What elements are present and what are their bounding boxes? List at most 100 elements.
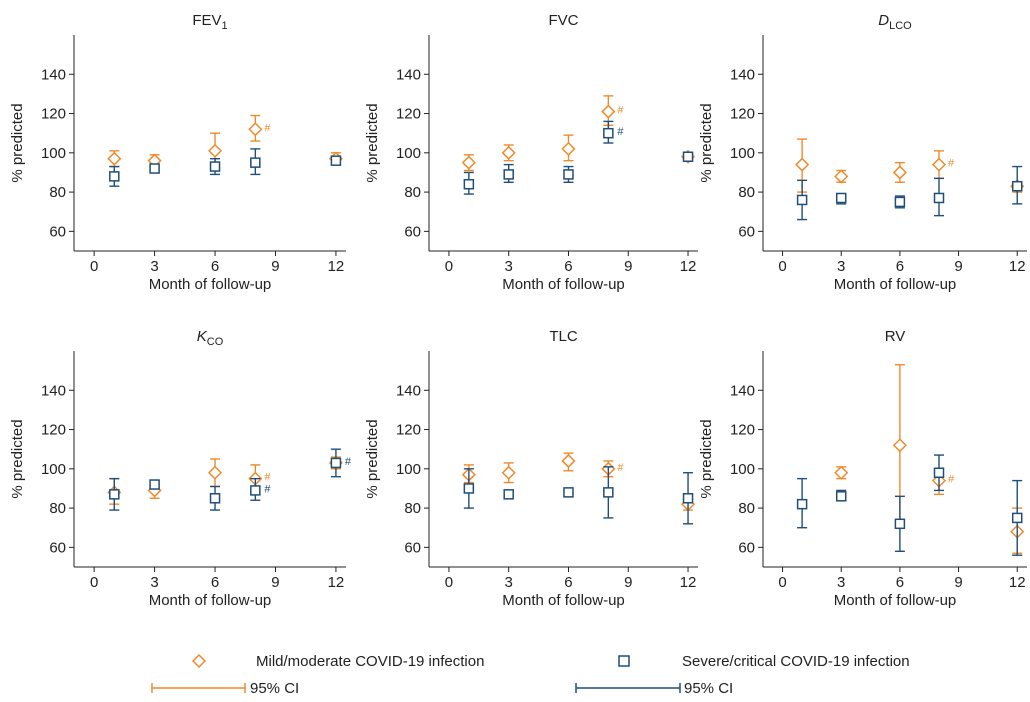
x-tick-label: 3: [150, 258, 158, 275]
data-point-square: [330, 457, 342, 469]
series-mild: #: [461, 95, 696, 172]
data-point-square: [894, 518, 906, 530]
y-tick-label: 60: [49, 539, 66, 556]
x-tick-label: 0: [90, 258, 98, 275]
data-point-square: [682, 151, 694, 162]
data-point-diamond: [561, 453, 576, 469]
data-point-square: [603, 487, 614, 498]
x-tick-label: 12: [328, 258, 345, 275]
data-point-square: [503, 169, 514, 180]
x-tick-label: 12: [680, 258, 697, 275]
data-point-diamond: [892, 165, 907, 180]
x-tick-label: 6: [564, 574, 572, 591]
data-point-square: [209, 161, 221, 172]
legend-severe-marker: [618, 655, 630, 667]
data-point-square: [835, 192, 847, 204]
chart-panel-3: DLCO 60 80 100 120 140 0 3 6 9 12 Month of follow-u…: [698, 12, 1027, 293]
y-tick-label: 80: [738, 500, 755, 517]
significance-mark: #: [617, 126, 624, 138]
x-tick-label: 12: [1009, 258, 1026, 275]
series-mild: #: [107, 455, 343, 505]
data-point-diamond: [561, 141, 576, 156]
y-axis-title: % predicted: [698, 419, 715, 498]
data-point-square: [250, 485, 261, 496]
x-axis-title: Month of follow-up: [834, 276, 957, 293]
data-point-diamond: [501, 465, 516, 480]
legend-severe-ci-icon: [575, 683, 681, 693]
data-point-square: [682, 493, 694, 504]
x-tick-label: 9: [954, 258, 962, 275]
data-point-diamond: [834, 465, 849, 480]
data-point-diamond: [207, 143, 223, 158]
legend-severe-ci-label: 95% CI: [684, 680, 733, 697]
y-tick-label: 100: [396, 145, 421, 162]
series-severe: [796, 165, 1023, 221]
x-tick-label: 3: [837, 574, 845, 591]
y-tick-label: 60: [49, 223, 66, 240]
significance-mark: #: [617, 105, 624, 117]
data-point-square: [563, 169, 574, 180]
x-tick-label: 3: [837, 258, 845, 275]
y-tick-label: 140: [396, 382, 421, 399]
data-point-square: [933, 192, 945, 204]
x-tick-label: 3: [150, 574, 158, 591]
panel-title: FVC: [549, 12, 579, 29]
x-tick-label: 9: [954, 574, 962, 591]
y-tick-label: 100: [730, 145, 755, 162]
panel-title: TLC: [549, 328, 578, 345]
y-tick-label: 120: [41, 422, 66, 439]
series-severe: [796, 454, 1023, 556]
x-axis-title: Month of follow-up: [149, 276, 272, 293]
y-axis-title: % predicted: [364, 419, 381, 498]
y-axis-title: % predicted: [698, 103, 715, 182]
data-point-diamond: [795, 157, 810, 172]
series-mild: #: [834, 364, 1025, 554]
data-point-square: [149, 163, 160, 174]
chart-panel-4: KCO 60 80 100 120 140 0 3 6 9 12 Month of follow-up…: [9, 328, 352, 609]
panel-title: RV: [885, 328, 906, 345]
series-severe: [109, 148, 342, 187]
data-point-diamond: [461, 155, 476, 170]
y-axis-title: % predicted: [9, 419, 26, 498]
y-tick-label: 140: [41, 66, 66, 83]
significance-mark: #: [345, 456, 352, 468]
x-tick-label: 3: [505, 574, 513, 591]
data-point-square: [796, 194, 808, 206]
legend: Mild/moderate COVID-19 infection Severe/…: [151, 653, 910, 697]
data-point-diamond: [601, 104, 616, 119]
panel-title: KCO: [197, 328, 224, 348]
data-point-square: [149, 479, 160, 490]
legend-severe-label: Severe/critical COVID-19 infection: [682, 653, 910, 670]
y-tick-label: 140: [730, 66, 755, 83]
significance-mark: #: [948, 474, 955, 486]
data-point-diamond: [834, 169, 849, 184]
y-tick-label: 100: [41, 461, 66, 478]
y-tick-label: 120: [730, 106, 755, 123]
y-tick-label: 80: [49, 500, 66, 517]
data-point-square: [109, 171, 120, 182]
x-tick-label: 6: [896, 258, 904, 275]
significance-mark: #: [617, 462, 624, 474]
series-mild: #: [461, 452, 696, 512]
y-axis-title: % predicted: [364, 103, 381, 182]
x-axis-title: Month of follow-up: [502, 276, 625, 293]
data-point-diamond: [892, 438, 907, 453]
y-tick-label: 140: [396, 66, 421, 83]
data-point-diamond: [207, 465, 223, 480]
significance-mark: #: [948, 158, 955, 170]
y-tick-label: 120: [396, 106, 421, 123]
x-tick-label: 0: [778, 258, 786, 275]
series-mild: #: [107, 114, 343, 168]
x-tick-label: 3: [505, 258, 513, 275]
panel-title: DLCO: [878, 12, 912, 32]
legend-mild-ci-icon: [151, 683, 246, 693]
significance-mark: #: [264, 472, 271, 484]
x-axis-title: Month of follow-up: [834, 592, 957, 609]
y-tick-label: 100: [730, 461, 755, 478]
y-axis-title: % predicted: [9, 103, 26, 182]
y-tick-label: 60: [404, 539, 421, 556]
chart-panel-5: TLC 60 80 100 120 140 0 3 6 9 12 Month of follow-up…: [364, 328, 698, 609]
panel-title: FEV1: [192, 12, 227, 32]
legend-mild-ci-label: 95% CI: [250, 680, 299, 697]
